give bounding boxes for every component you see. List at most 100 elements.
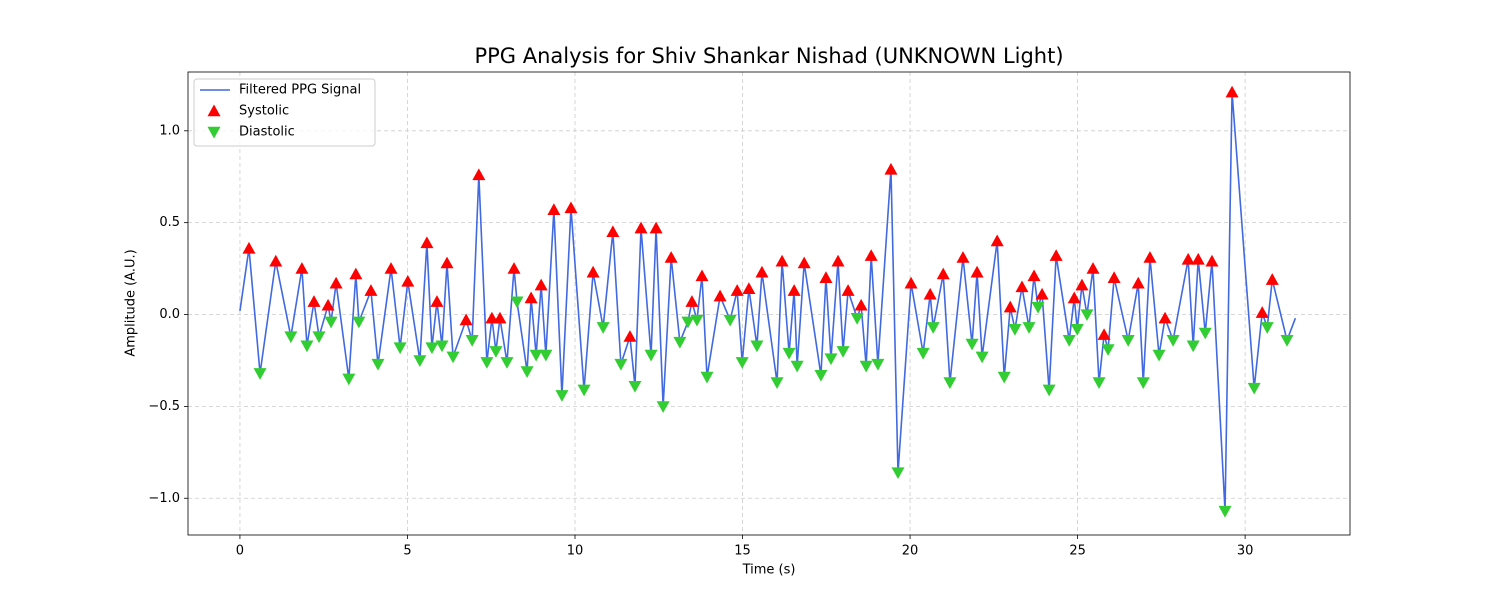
y-tick-label: −0.5 [148, 399, 180, 414]
diastolic-marker [596, 322, 610, 334]
diastolic-marker [836, 346, 850, 358]
systolic-marker [634, 221, 648, 234]
diastolic-marker [435, 340, 449, 353]
systolic-marker [797, 256, 811, 269]
systolic-marker [841, 284, 855, 296]
diastolic-marker [1022, 322, 1036, 334]
diastolic-marker [997, 371, 1011, 384]
diastolic-marker [690, 314, 704, 327]
x-tick-label: 20 [902, 544, 919, 559]
diastolic-marker [312, 331, 326, 344]
systolic-marker [923, 287, 937, 300]
diastolic-marker [750, 340, 764, 353]
diastolic-marker [1092, 377, 1106, 390]
systolic-marker [1027, 269, 1041, 282]
diastolic-marker [1062, 335, 1076, 347]
y-tick-label: 1.0 [159, 123, 180, 138]
diastolic-marker [520, 366, 534, 378]
diastolic-marker [628, 380, 642, 393]
legend-label: Filtered PPG Signal [239, 83, 361, 98]
systolic-marker [936, 267, 950, 280]
systolic-marker [1143, 251, 1157, 263]
diastolic-marker [393, 342, 407, 355]
diastolic-marker [529, 349, 543, 362]
diastolic-marker [965, 338, 979, 351]
systolic-marker [349, 267, 363, 280]
y-tick-label: 0.5 [159, 215, 180, 230]
diastolic-marker [342, 373, 356, 386]
systolic-marker [1097, 328, 1111, 340]
diastolic-marker [871, 358, 885, 371]
systolic-marker [1067, 291, 1081, 304]
diastolic-marker [790, 360, 804, 373]
diastolic-marker [480, 357, 494, 369]
systolic-marker [586, 265, 600, 278]
systolic-marker [713, 289, 727, 302]
systolic-marker [564, 201, 578, 214]
systolic-marker [854, 298, 868, 311]
diastolic-marker [975, 351, 989, 364]
diastolic-marker [1186, 340, 1200, 353]
diastolic-marker [814, 369, 828, 382]
diastolic-marker [614, 358, 628, 371]
diastolic-marker [500, 357, 514, 369]
systolic-marker [970, 265, 984, 278]
systolic-marker [819, 271, 833, 283]
x-tick-label: 10 [567, 544, 584, 559]
systolic-marker [787, 284, 801, 296]
systolic-marker [321, 298, 335, 311]
diastolic-marker [656, 401, 670, 413]
diastolic-marker [465, 335, 479, 347]
diastolic-marker [673, 336, 687, 349]
legend-marker [207, 104, 221, 117]
systolic-marker [775, 254, 789, 267]
chart-title: PPG Analysis for Shiv Shankar Nishad (UN… [474, 44, 1063, 68]
systolic-marker [1003, 300, 1017, 313]
systolic-marker [1086, 262, 1100, 274]
diastolic-marker [1042, 384, 1056, 397]
diastolic-marker [510, 296, 524, 309]
systolic-marker [534, 278, 548, 291]
diastolic-marker [1136, 377, 1150, 390]
diastolic-marker [735, 357, 749, 369]
systolic-marker [440, 256, 454, 269]
diastolic-marker [489, 346, 503, 358]
systolic-marker [1225, 85, 1239, 98]
diastolic-marker [425, 342, 439, 355]
systolic-marker [1049, 249, 1063, 261]
diastolic-marker [943, 377, 957, 390]
x-tick-label: 25 [1069, 544, 1086, 559]
systolic-marker [472, 168, 486, 181]
x-axis-label: Time (s) [742, 563, 796, 578]
diastolic-marker [1080, 309, 1094, 322]
legend-marker [207, 126, 221, 139]
systolic-marker [664, 251, 678, 263]
diastolic-marker [1260, 322, 1274, 334]
systolic-marker [420, 236, 434, 249]
diastolic-marker [1008, 324, 1022, 336]
systolic-marker [1158, 311, 1172, 324]
x-tick-label: 30 [1237, 544, 1254, 559]
systolic-marker [364, 284, 378, 296]
diastolic-marker [1101, 344, 1115, 356]
diastolic-marker [284, 331, 298, 344]
diastolic-marker [782, 347, 796, 360]
diastolic-marker [644, 349, 658, 362]
diastolic-marker [681, 316, 695, 329]
diastolic-marker [770, 377, 784, 390]
x-tick-label: 15 [734, 544, 751, 559]
systolic-marker [623, 330, 637, 342]
systolic-marker [430, 295, 444, 307]
systolic-marker [864, 249, 878, 261]
grid [188, 72, 1350, 535]
systolic-marker [649, 221, 663, 234]
diastolic-marker [253, 368, 267, 380]
systolic-marker [1107, 271, 1121, 283]
diastolic-marker [300, 340, 314, 353]
signal-line [239, 92, 1297, 512]
diastolic-marker [723, 314, 737, 327]
diastolic-marker [446, 351, 460, 364]
diastolic-marker [555, 390, 569, 402]
diastolic-marker [1247, 382, 1261, 395]
